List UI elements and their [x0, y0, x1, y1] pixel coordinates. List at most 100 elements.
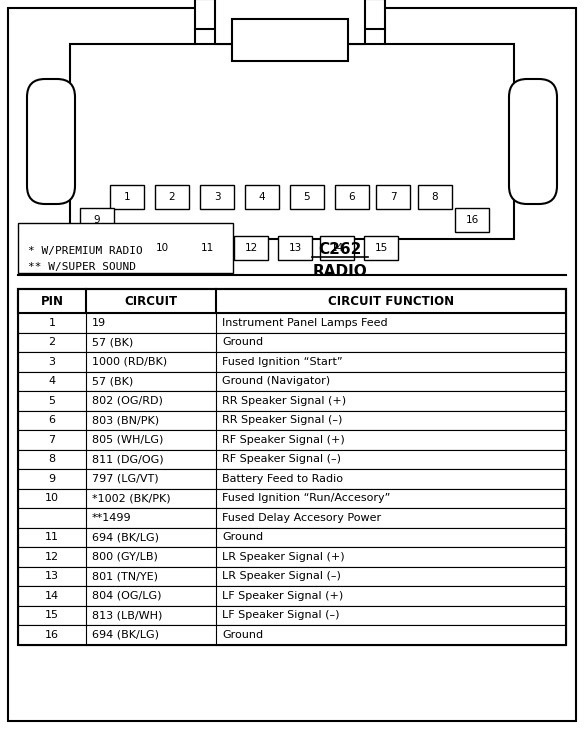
Bar: [18, 508, 566, 528]
Text: 5: 5: [304, 192, 310, 202]
Text: LF Speaker Signal (–): LF Speaker Signal (–): [222, 610, 339, 620]
Text: 4: 4: [259, 192, 265, 202]
Text: LR Speaker Signal (+): LR Speaker Signal (+): [222, 552, 345, 562]
Text: 694 (BK/LG): 694 (BK/LG): [92, 532, 159, 542]
Text: 803 (BN/PK): 803 (BN/PK): [92, 416, 159, 425]
Bar: [278, 236, 312, 260]
Text: C262: C262: [318, 241, 361, 257]
Text: 9: 9: [48, 474, 55, 484]
Text: 8: 8: [432, 192, 439, 202]
Bar: [18, 352, 566, 372]
Text: 3: 3: [48, 356, 55, 367]
Text: 14: 14: [331, 243, 343, 253]
Bar: [18, 289, 566, 644]
Text: Fused Ignition “Run/Accesory”: Fused Ignition “Run/Accesory”: [222, 494, 390, 503]
Bar: [18, 372, 566, 391]
Text: CIRCUIT: CIRCUIT: [124, 295, 178, 308]
Bar: [190, 236, 224, 260]
Text: PIN: PIN: [40, 295, 64, 308]
Bar: [18, 547, 566, 566]
Text: 11: 11: [200, 243, 214, 253]
Bar: [376, 185, 410, 209]
Text: 15: 15: [374, 243, 388, 253]
Text: 57 (BK): 57 (BK): [92, 376, 133, 386]
Text: 7: 7: [48, 434, 55, 445]
Text: RADIO: RADIO: [312, 263, 367, 278]
Bar: [80, 208, 114, 232]
Bar: [18, 313, 566, 332]
Text: 13: 13: [288, 243, 301, 253]
Text: Fused Ignition “Start”: Fused Ignition “Start”: [222, 356, 343, 367]
Text: 57 (BK): 57 (BK): [92, 338, 133, 347]
Text: Ground: Ground: [222, 338, 263, 347]
Bar: [245, 185, 279, 209]
Text: 5: 5: [48, 396, 55, 406]
Bar: [200, 185, 234, 209]
Bar: [18, 625, 566, 644]
Bar: [18, 566, 566, 586]
Text: 16: 16: [465, 215, 479, 225]
Bar: [364, 236, 398, 260]
Text: 10: 10: [45, 494, 59, 503]
Text: 804 (OG/LG): 804 (OG/LG): [92, 590, 162, 601]
Text: **1499: **1499: [92, 512, 131, 523]
Text: *1002 (BK/PK): *1002 (BK/PK): [92, 494, 171, 503]
Text: RR Speaker Signal (+): RR Speaker Signal (+): [222, 396, 346, 406]
Text: 11: 11: [45, 532, 59, 542]
Text: 6: 6: [349, 192, 355, 202]
Text: 8: 8: [48, 454, 55, 464]
Text: 10: 10: [155, 243, 169, 253]
Text: Battery Feed to Radio: Battery Feed to Radio: [222, 474, 343, 484]
Bar: [195, 0, 385, 29]
FancyBboxPatch shape: [509, 79, 557, 204]
Text: 9: 9: [93, 215, 100, 225]
Bar: [215, 0, 365, 44]
Text: 13: 13: [45, 572, 59, 581]
Text: 2: 2: [169, 192, 175, 202]
Text: 802 (OG/RD): 802 (OG/RD): [92, 396, 163, 406]
Text: 12: 12: [244, 243, 258, 253]
Text: 4: 4: [48, 376, 55, 386]
Text: 694 (BK/LG): 694 (BK/LG): [92, 630, 159, 640]
Text: 14: 14: [45, 590, 59, 601]
Bar: [18, 289, 566, 313]
Bar: [234, 236, 268, 260]
Text: 813 (LB/WH): 813 (LB/WH): [92, 610, 162, 620]
Text: LF Speaker Signal (+): LF Speaker Signal (+): [222, 590, 343, 601]
Text: 19: 19: [92, 318, 106, 328]
Bar: [18, 488, 566, 508]
Bar: [18, 450, 566, 469]
Text: RR Speaker Signal (–): RR Speaker Signal (–): [222, 416, 342, 425]
Text: CIRCUIT FUNCTION: CIRCUIT FUNCTION: [328, 295, 454, 308]
Bar: [320, 236, 354, 260]
Bar: [145, 236, 179, 260]
Text: 3: 3: [214, 192, 220, 202]
Bar: [455, 208, 489, 232]
Text: 16: 16: [45, 630, 59, 640]
Bar: [18, 469, 566, 488]
Text: ** W/SUPER SOUND: ** W/SUPER SOUND: [28, 262, 136, 272]
Text: 7: 7: [390, 192, 397, 202]
Text: 801 (TN/YE): 801 (TN/YE): [92, 572, 158, 581]
Bar: [418, 185, 452, 209]
Bar: [232, 19, 348, 61]
Text: Ground: Ground: [222, 532, 263, 542]
Bar: [18, 606, 566, 625]
Bar: [70, 44, 514, 239]
Text: 2: 2: [48, 338, 55, 347]
Text: 797 (LG/VT): 797 (LG/VT): [92, 474, 159, 484]
Bar: [335, 185, 369, 209]
Bar: [18, 391, 566, 410]
Text: Instrument Panel Lamps Feed: Instrument Panel Lamps Feed: [222, 318, 388, 328]
Text: 1: 1: [124, 192, 130, 202]
Text: 805 (WH/LG): 805 (WH/LG): [92, 434, 164, 445]
Text: RF Speaker Signal (–): RF Speaker Signal (–): [222, 454, 341, 464]
Text: Ground (Navigator): Ground (Navigator): [222, 376, 330, 386]
FancyBboxPatch shape: [27, 79, 75, 204]
Text: 811 (DG/OG): 811 (DG/OG): [92, 454, 164, 464]
Bar: [18, 332, 566, 352]
Text: 15: 15: [45, 610, 59, 620]
Bar: [18, 528, 566, 547]
Text: Fused Delay Accesory Power: Fused Delay Accesory Power: [222, 512, 381, 523]
Bar: [290, 185, 324, 209]
